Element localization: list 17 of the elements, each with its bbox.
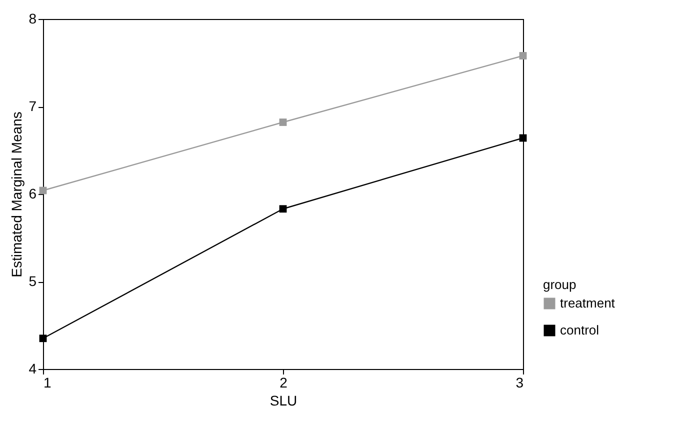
y-tick-label: 7 — [28, 98, 37, 114]
legend-title: group — [543, 277, 576, 292]
legend-label: treatment — [560, 296, 616, 310]
x-tick-label: 3 — [516, 374, 524, 390]
y-tick-label: 4 — [28, 360, 37, 376]
point — [279, 205, 287, 213]
y-axis-title: Estimated Marginal Means — [8, 112, 25, 278]
y-tick-label: 8 — [28, 10, 37, 26]
x-tick-label: 1 — [44, 374, 52, 390]
x-tick-label: 2 — [280, 374, 288, 390]
x-axis-title: SLU — [270, 392, 298, 408]
y-tick-label: 5 — [28, 273, 37, 289]
y-tick-label: 6 — [28, 186, 37, 202]
point — [519, 52, 527, 60]
point — [39, 334, 47, 342]
point — [279, 118, 287, 126]
legend-label: control — [560, 322, 600, 338]
